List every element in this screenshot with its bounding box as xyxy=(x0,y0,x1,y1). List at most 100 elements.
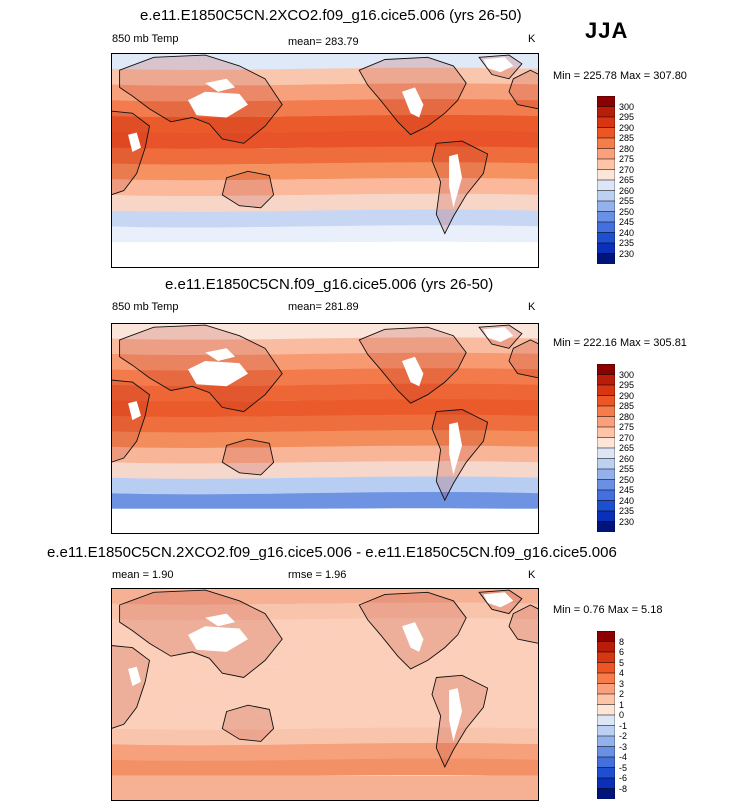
colorbar-swatch xyxy=(597,693,615,705)
contour-band xyxy=(111,492,539,511)
mongolia-mask xyxy=(205,348,236,361)
colorbar-tick-label: 270 xyxy=(619,432,635,443)
colorbar-tick-label: 260 xyxy=(619,453,635,464)
colorbar-swatch xyxy=(597,458,615,470)
colorbar-swatch xyxy=(597,714,615,726)
colorbar-swatch xyxy=(597,416,615,428)
contour-band xyxy=(111,649,539,668)
contour-band xyxy=(111,758,539,777)
europe-landmass-fill xyxy=(509,339,539,378)
colorbar-tick-label: 8 xyxy=(619,636,625,647)
ethiopia-mask xyxy=(128,132,141,152)
colorbar-swatch xyxy=(597,253,615,264)
colorbar-tick-label: -4 xyxy=(619,752,628,762)
map-frame xyxy=(111,53,539,268)
panel-title: e.e11.E1850C5CN.2XCO2.f09_g16.cice5.006 … xyxy=(47,544,617,561)
colorbar-swatches xyxy=(597,631,615,799)
colorbar-swatch xyxy=(597,447,615,459)
colorbar-tick-label: 265 xyxy=(619,443,635,453)
south-america-landmass-coastline xyxy=(431,409,489,502)
australia-landmass-coastline xyxy=(221,438,275,476)
contour-band xyxy=(111,323,539,340)
colorbar-tick-label: 235 xyxy=(619,238,635,248)
north-america-landmass-coastline xyxy=(358,326,467,404)
variable-label: 850 mb Temp xyxy=(112,33,179,45)
colorbar-tick-label: 275 xyxy=(619,154,635,164)
africa-landmass-coastline xyxy=(111,379,150,463)
greenland-landmass-coastline xyxy=(478,324,523,349)
colorbar-swatch xyxy=(597,631,615,642)
andes-mask xyxy=(449,154,462,208)
colorbar-tick-label: 265 xyxy=(619,175,635,185)
colorbar: 300 295 290 285 280 275 270 265 260 255 250 245 240 2… xyxy=(597,96,634,264)
colorbar-tick-label: -6 xyxy=(619,773,628,783)
colorbar-tick-label: 260 xyxy=(619,185,635,196)
colorbar-swatch xyxy=(597,137,615,149)
australia-landmass-fill xyxy=(222,171,274,208)
colorbar-swatch xyxy=(597,200,615,212)
contour-band xyxy=(111,711,539,731)
tibet-mask xyxy=(188,91,248,118)
map-frame xyxy=(111,588,539,801)
colorbar-swatch xyxy=(597,479,615,491)
map-plot xyxy=(111,53,539,268)
colorbar-swatch xyxy=(597,158,615,170)
colorbar-swatches xyxy=(597,364,615,532)
map-plot xyxy=(111,588,539,801)
colorbar-swatch xyxy=(597,672,615,684)
contour-band xyxy=(111,476,539,495)
ethiopia-mask xyxy=(128,666,141,686)
colorbar-tick-label: 270 xyxy=(619,164,635,175)
colorbar-swatch xyxy=(597,704,615,716)
north-america-landmass-coastline xyxy=(358,591,467,670)
colorbar-swatch xyxy=(597,735,615,747)
colorbar-swatch xyxy=(597,116,615,128)
colorbar-swatch xyxy=(597,510,615,522)
ethiopia-mask xyxy=(128,401,141,421)
minmax-label: Min = 225.78 Max = 307.80 xyxy=(553,70,687,82)
colorbar-swatch xyxy=(597,127,615,139)
panel-title: e.e11.E1850C5CN.f09_g16.cice5.006 (yrs 2… xyxy=(165,276,494,293)
colorbar-swatch xyxy=(597,468,615,480)
antarctica-region xyxy=(111,242,539,268)
contour-band xyxy=(111,588,539,606)
tibet-mask xyxy=(188,626,248,652)
mean-label: mean = 1.90 xyxy=(112,569,174,581)
contour-band xyxy=(111,743,539,762)
colorbar-tick-label: -1 xyxy=(619,720,628,731)
panel-title: e.e11.E1850C5CN.2XCO2.f09_g16.cice5.006 … xyxy=(140,7,522,24)
map-frame xyxy=(111,323,539,534)
europe-landmass-coastline xyxy=(508,339,539,379)
contour-band xyxy=(111,430,539,449)
south-america-landmass-fill xyxy=(432,141,488,234)
colorbar-swatch xyxy=(597,96,615,107)
minmax-label: Min = 222.16 Max = 305.81 xyxy=(553,337,687,349)
greenland-landmass-coastline xyxy=(478,589,523,615)
antarctica-region xyxy=(111,508,539,534)
europe-landmass-coastline xyxy=(508,69,539,110)
africa-landmass-fill xyxy=(111,111,150,195)
australia-landmass-fill xyxy=(222,439,274,475)
variable-label: 850 mb Temp xyxy=(112,301,179,313)
colorbar-swatch xyxy=(597,405,615,417)
contour-band xyxy=(111,209,539,228)
africa-landmass-fill xyxy=(111,380,150,463)
south-america-landmass-fill xyxy=(432,675,488,767)
contour-band xyxy=(111,664,539,684)
south-america-landmass-coastline xyxy=(431,140,489,235)
units-label: K xyxy=(528,301,536,313)
colorbar-swatch xyxy=(597,211,615,223)
andes-mask xyxy=(449,422,462,475)
colorbar-swatch xyxy=(597,437,615,449)
colorbar-tick-label: 295 xyxy=(619,380,635,390)
contour-band xyxy=(111,114,539,134)
contour-band xyxy=(111,193,539,213)
greenland-landmass-coastline xyxy=(478,54,523,80)
map-plot xyxy=(111,323,539,534)
season-label: JJA xyxy=(585,18,629,43)
colorbar-tick-label: 300 xyxy=(619,101,635,112)
rockies-mask xyxy=(402,87,424,118)
mongolia-mask xyxy=(205,78,236,92)
colorbar-tick-label: 245 xyxy=(619,217,635,227)
contour-band xyxy=(111,130,539,150)
